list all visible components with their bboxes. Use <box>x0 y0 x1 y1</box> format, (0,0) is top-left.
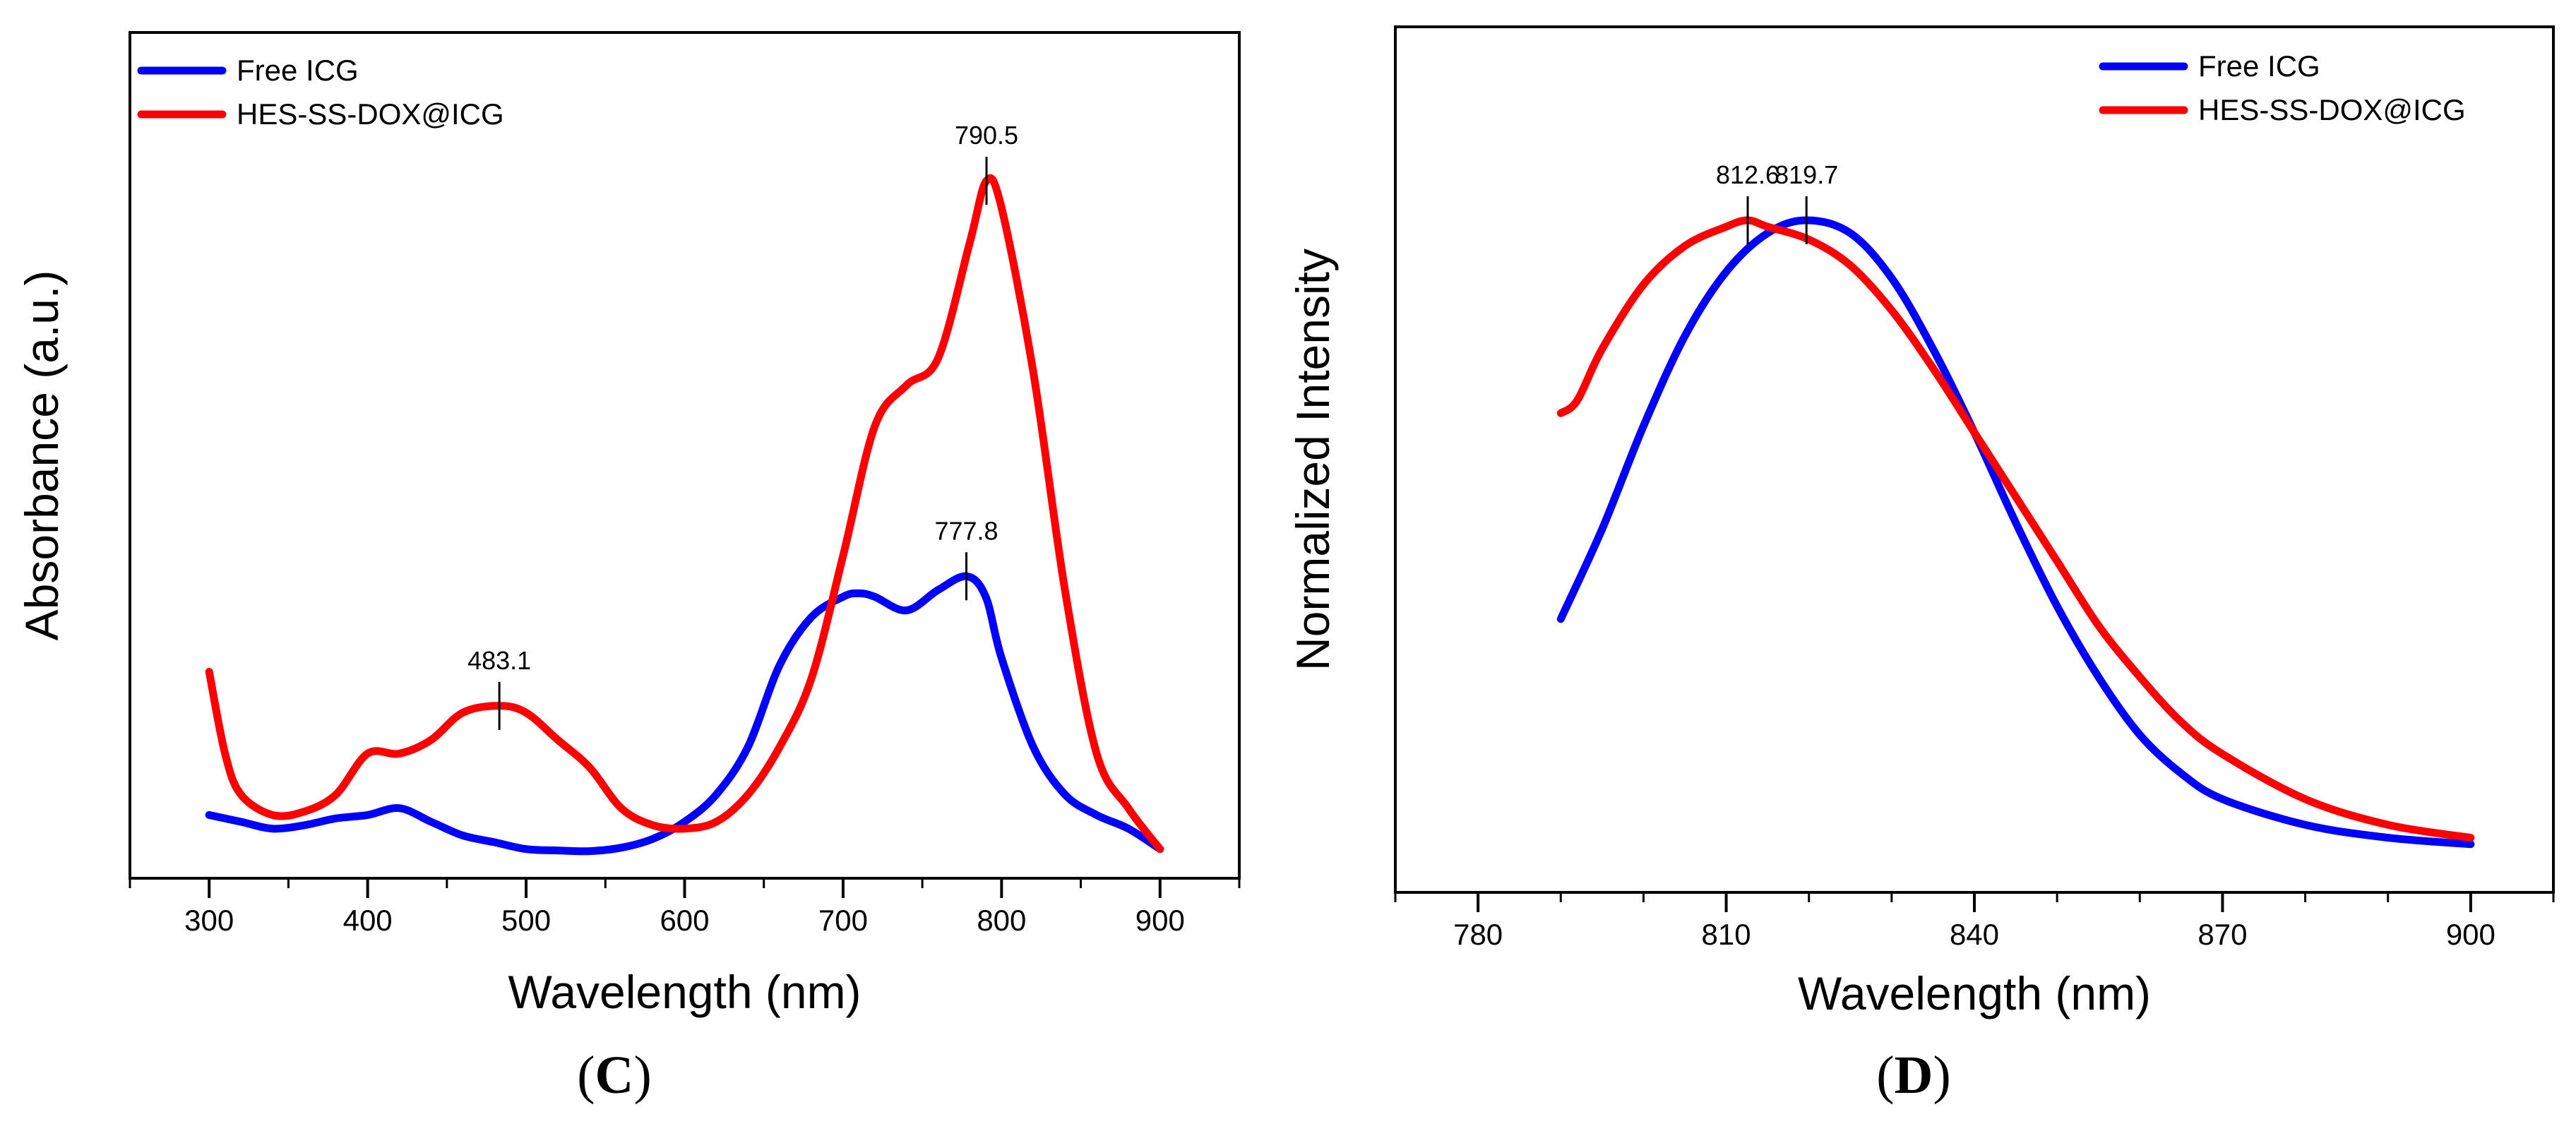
x-axis-label: Wavelength (nm) <box>1798 967 2151 1019</box>
panel-label-letter: C <box>595 1046 634 1105</box>
series-line-hes-ss-dox-icg <box>205 174 1164 854</box>
panel-label-open: ( <box>1876 1046 1894 1105</box>
x-tick-label: 900 <box>1135 904 1185 937</box>
chart-panel-c: 300 400 500 600 700 800 900 Wavelength (nm) Abso… <box>16 31 1241 1105</box>
annotation-label: 812.6 <box>1716 160 1779 189</box>
panel-label-close: ) <box>633 1046 651 1105</box>
panel-label-close: ) <box>1933 1046 1950 1105</box>
x-tick-label: 800 <box>977 904 1026 937</box>
legend-label-free-icg: Free ICG <box>2198 49 2320 83</box>
panel-label: (D) <box>1876 1046 1951 1105</box>
annotation-label: 790.5 <box>955 121 1018 150</box>
x-tick-label: 400 <box>343 904 393 937</box>
panel-label-open: ( <box>577 1046 595 1105</box>
x-tick-label: 300 <box>184 904 234 937</box>
panel-label: (C) <box>577 1046 652 1105</box>
x-axis-label: Wavelength (nm) <box>508 966 861 1018</box>
panel-label-letter: D <box>1895 1046 1933 1105</box>
y-axis-label: Normalized Intensity <box>1287 249 1339 671</box>
x-tick-label: 900 <box>2446 918 2496 951</box>
x-tick-label: 780 <box>1453 918 1503 951</box>
series-line-free-icg <box>205 572 1164 856</box>
legend-label-hes-ss-dox-icg: HES-SS-DOX@ICG <box>2198 93 2466 126</box>
legend-label-hes-ss-dox-icg: HES-SS-DOX@ICG <box>237 97 504 131</box>
annotation-label: 483.1 <box>467 646 531 675</box>
chart-panel-d: 780 810 840 870 900 Wavelength (nm) Normalized… <box>1287 25 2555 1105</box>
series-line-free-icg <box>1556 216 2475 849</box>
x-tick-label: 600 <box>660 904 709 937</box>
legend-label-free-icg: Free ICG <box>237 54 359 87</box>
series-line-hes-ss-dox-icg <box>1556 216 2475 842</box>
x-tick-label: 870 <box>2198 918 2247 951</box>
annotation-label: 819.7 <box>1775 160 1838 189</box>
x-tick-label: 700 <box>818 904 868 937</box>
x-tick-label: 500 <box>501 904 551 937</box>
y-axis-label: Absorbance (a.u.) <box>16 270 68 641</box>
x-tick-label: 810 <box>1702 918 1751 951</box>
annotation-label: 777.8 <box>934 516 998 545</box>
x-tick-label: 840 <box>1950 918 1999 951</box>
